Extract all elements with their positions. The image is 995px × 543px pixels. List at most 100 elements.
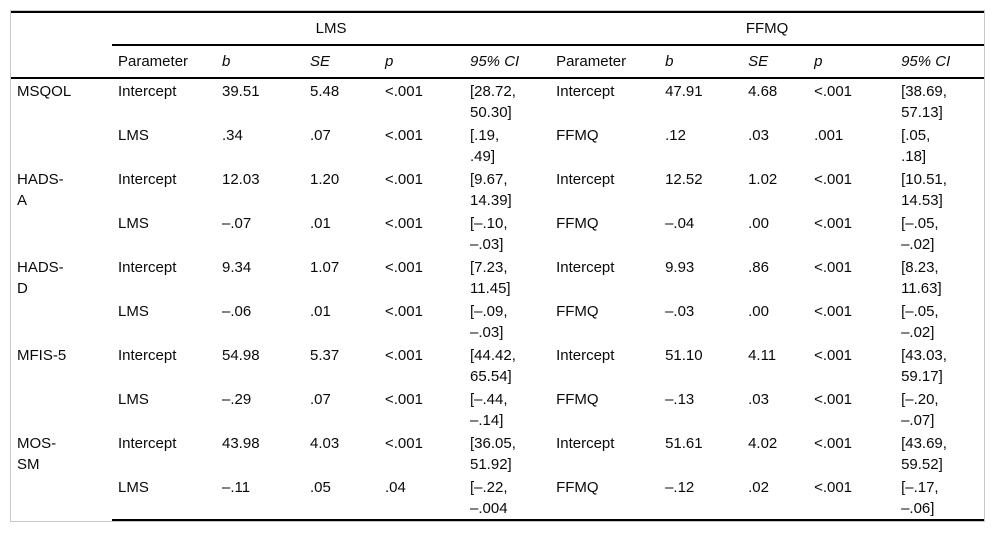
- cell-parameter: FFMQ: [556, 303, 599, 320]
- cell-se: .07: [310, 127, 331, 144]
- cell-p: .04: [379, 475, 464, 521]
- outcome-label: MOS- SM: [17, 435, 57, 473]
- cell-b: 51.10: [665, 347, 703, 364]
- cell-ci: [–.22, –.004: [464, 475, 551, 521]
- cell-ci: [43.69, 59.52]: [901, 435, 947, 473]
- cell-parameter: FFMQ: [556, 391, 599, 408]
- table-row: HADS- D Intercept 9.34 1.07 <.001 [7.23,…: [11, 255, 984, 299]
- column-header-outcome: [11, 45, 112, 79]
- cell-parameter: Intercept: [118, 171, 177, 188]
- cell-se: 4.03: [310, 435, 340, 452]
- column-header-ci: 95% CI: [464, 45, 551, 79]
- cell-p: <.001: [808, 475, 896, 521]
- column-header-parameter-2: Parameter: [550, 45, 660, 79]
- cell-ci: [28.72, 50.30]: [470, 83, 516, 121]
- cell-se: .00: [748, 303, 769, 320]
- cell-ci: [36.05, 51.92]: [470, 435, 516, 473]
- cell-p: <.001: [385, 215, 423, 232]
- cell-ci: [7.23, 11.45]: [470, 259, 511, 297]
- cell-se: .00: [748, 215, 769, 232]
- cell-p: <.001: [385, 171, 423, 188]
- cell-parameter: Intercept: [556, 259, 615, 276]
- table-row: MOS- SM Intercept 43.98 4.03 <.001 [36.0…: [11, 431, 984, 475]
- cell-parameter: Intercept: [556, 171, 615, 188]
- cell-p: <.001: [814, 435, 853, 452]
- cell-se: .01: [310, 303, 331, 320]
- cell-se: .02: [742, 475, 809, 521]
- cell-p: <.001: [385, 347, 423, 364]
- group-header-row: LMS FFMQ: [11, 11, 985, 46]
- cell-parameter: LMS: [112, 475, 216, 521]
- cell-b: 9.93: [665, 259, 695, 276]
- cell-b: 9.34: [222, 259, 252, 276]
- cell-p: <.001: [814, 215, 853, 232]
- cell-b: –.29: [222, 391, 252, 408]
- cell-ci: [–.20, –.07]: [901, 391, 939, 429]
- cell-parameter: Intercept: [556, 83, 615, 100]
- cell-p: <.001: [814, 347, 853, 364]
- cell-p: <.001: [385, 391, 423, 408]
- cell-parameter: Intercept: [118, 347, 177, 364]
- table-row: LMS –.11 .05 .04 [–.22, –.004 FFMQ –.12 …: [11, 475, 985, 521]
- cell-parameter: LMS: [118, 127, 149, 144]
- cell-p: <.001: [814, 303, 853, 320]
- cell-b: 12.52: [665, 171, 703, 188]
- cell-p: <.001: [385, 83, 423, 100]
- cell-p: <.001: [385, 303, 423, 320]
- table-row: HADS- A Intercept 12.03 1.20 <.001 [9.67…: [11, 167, 984, 211]
- column-header-p-2: p: [808, 45, 896, 79]
- cell-se: .07: [310, 391, 331, 408]
- cell-ci: [–.44, –.14]: [470, 391, 508, 429]
- cell-ci: [8.23, 11.63]: [901, 259, 942, 297]
- cell-ci: [–.10, –.03]: [470, 215, 508, 253]
- table-row: LMS –.06 .01 <.001 [–.09, –.03] FFMQ –.0…: [11, 299, 984, 343]
- cell-b: –.11: [216, 475, 304, 521]
- table-row: LMS .34 .07 <.001 [.19, .49] FFMQ .12 .0…: [11, 123, 984, 167]
- regression-results-table: LMS FFMQ Parameter b SE p 95% CI Paramet…: [11, 11, 985, 521]
- table-row: MFIS-5 Intercept 54.98 5.37 <.001 [44.42…: [11, 343, 984, 387]
- cell-b: –.03: [665, 303, 695, 320]
- outcome-label: MFIS-5: [17, 347, 67, 364]
- cell-se: .05: [304, 475, 379, 521]
- cell-se: .03: [748, 127, 769, 144]
- cell-ci: [.19, .49]: [470, 127, 500, 165]
- table-row: LMS –.07 .01 <.001 [–.10, –.03] FFMQ –.0…: [11, 211, 984, 255]
- cell-parameter: Intercept: [556, 347, 615, 364]
- cell-se: 5.37: [310, 347, 340, 364]
- cell-parameter: FFMQ: [556, 127, 599, 144]
- cell-parameter: Intercept: [118, 83, 177, 100]
- regression-table-figure: LMS FFMQ Parameter b SE p 95% CI Paramet…: [10, 10, 985, 522]
- cell-b: .12: [665, 127, 686, 144]
- cell-p: .001: [814, 127, 844, 144]
- cell-p: <.001: [385, 259, 423, 276]
- cell-se: .86: [748, 259, 769, 276]
- cell-se: .03: [748, 391, 769, 408]
- cell-ci: [10.51, 14.53]: [901, 171, 947, 209]
- cell-ci: [–.17, –.06]: [895, 475, 985, 521]
- column-header-b: b: [216, 45, 304, 79]
- cell-parameter: FFMQ: [556, 215, 599, 232]
- cell-se: 1.02: [748, 171, 778, 188]
- cell-ci: [44.42, 65.54]: [470, 347, 516, 385]
- cell-b: –.04: [665, 215, 695, 232]
- cell-b: –.12: [659, 475, 743, 521]
- column-header-row: Parameter b SE p 95% CI Parameter b SE p…: [11, 45, 985, 79]
- cell-ci: [38.69, 57.13]: [901, 83, 947, 121]
- outcome-label: MSQOL: [17, 83, 72, 100]
- cell-se: 4.02: [748, 435, 778, 452]
- column-header-b-2: b: [659, 45, 743, 79]
- cell-parameter: LMS: [118, 391, 149, 408]
- cell-b: 43.98: [222, 435, 260, 452]
- cell-b: –.06: [222, 303, 252, 320]
- group-header-lms: LMS: [112, 11, 551, 46]
- cell-se: 1.07: [310, 259, 340, 276]
- cell-ci: [43.03, 59.17]: [901, 347, 947, 385]
- column-header-se-2: SE: [742, 45, 809, 79]
- cell-p: <.001: [385, 435, 423, 452]
- cell-parameter: LMS: [118, 303, 149, 320]
- column-header-p: p: [379, 45, 464, 79]
- cell-p: <.001: [385, 127, 423, 144]
- cell-ci: [–.09, –.03]: [470, 303, 508, 341]
- cell-b: 12.03: [222, 171, 260, 188]
- cell-ci: [9.67, 14.39]: [470, 171, 512, 209]
